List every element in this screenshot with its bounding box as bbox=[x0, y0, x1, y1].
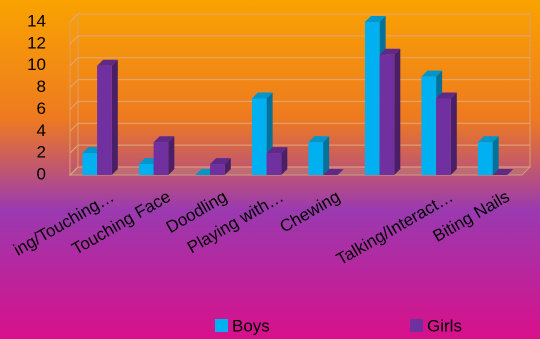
y-tick-label: 8 bbox=[37, 77, 46, 96]
bar-side bbox=[450, 92, 457, 175]
bar-top bbox=[323, 169, 344, 175]
bar-top bbox=[210, 158, 231, 165]
legend-label: Girls bbox=[427, 316, 462, 335]
bar-top bbox=[266, 147, 288, 154]
legend-label: Boys bbox=[232, 316, 270, 335]
bar-side bbox=[224, 158, 231, 175]
bar bbox=[266, 153, 282, 175]
bar bbox=[138, 164, 154, 175]
bar bbox=[436, 98, 451, 175]
bar bbox=[153, 142, 169, 175]
bar-top bbox=[97, 59, 118, 66]
bar-top bbox=[308, 136, 330, 143]
bar-top bbox=[251, 92, 273, 99]
bar bbox=[210, 164, 225, 175]
y-tick-label: 0 bbox=[37, 164, 46, 183]
bar-top bbox=[421, 70, 443, 77]
bar-side bbox=[492, 136, 499, 175]
bar-side bbox=[323, 136, 330, 175]
bar bbox=[477, 142, 493, 175]
y-tick-label: 4 bbox=[37, 121, 46, 140]
legend-swatch bbox=[410, 319, 423, 332]
bar bbox=[364, 22, 380, 175]
bar bbox=[308, 142, 324, 175]
bar-side bbox=[394, 48, 401, 175]
bar-top bbox=[379, 48, 401, 55]
bar-side bbox=[281, 147, 288, 175]
bar bbox=[379, 54, 395, 175]
y-tick-label: 12 bbox=[27, 33, 46, 52]
bar bbox=[82, 153, 98, 175]
y-tick-label: 6 bbox=[37, 99, 46, 118]
bar-side bbox=[168, 136, 175, 175]
bar bbox=[251, 98, 267, 175]
bar-top bbox=[477, 136, 499, 143]
y-tick-label: 14 bbox=[27, 11, 46, 30]
y-tick-label: 2 bbox=[37, 143, 46, 162]
grid-line bbox=[69, 13, 530, 23]
bar-top bbox=[492, 169, 514, 175]
bar-top bbox=[436, 92, 457, 99]
legend-swatch bbox=[215, 319, 228, 332]
bar-side bbox=[111, 59, 118, 175]
bar bbox=[421, 76, 437, 175]
bar-top bbox=[364, 16, 386, 22]
y-tick-label: 10 bbox=[27, 55, 46, 74]
bar bbox=[97, 65, 112, 175]
bar-top bbox=[153, 136, 175, 143]
